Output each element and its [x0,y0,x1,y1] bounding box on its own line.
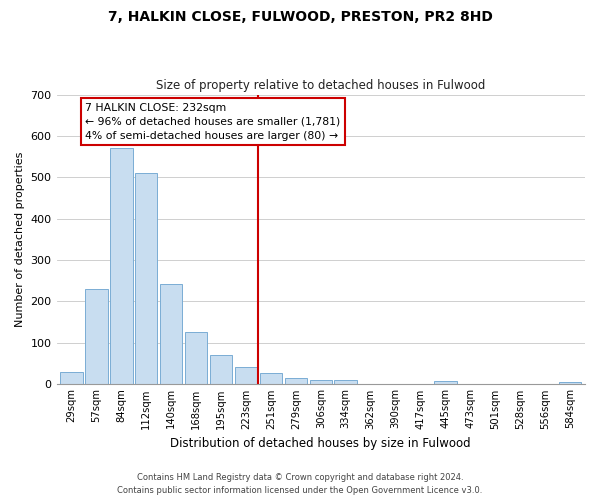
Bar [60,372,83,384]
Title: Size of property relative to detached houses in Fulwood: Size of property relative to detached ho… [156,79,485,92]
Bar [260,374,282,384]
Bar [559,382,581,384]
Bar [210,355,232,384]
Bar [235,367,257,384]
Text: Contains HM Land Registry data © Crown copyright and database right 2024.
Contai: Contains HM Land Registry data © Crown c… [118,474,482,495]
Bar [310,380,332,384]
Bar [110,148,133,384]
Bar [135,173,157,384]
Text: 7, HALKIN CLOSE, FULWOOD, PRESTON, PR2 8HD: 7, HALKIN CLOSE, FULWOOD, PRESTON, PR2 8… [107,10,493,24]
Bar [85,289,107,384]
X-axis label: Distribution of detached houses by size in Fulwood: Distribution of detached houses by size … [170,437,471,450]
Y-axis label: Number of detached properties: Number of detached properties [15,152,25,327]
Bar [284,378,307,384]
Bar [185,332,208,384]
Bar [434,381,457,384]
Bar [160,284,182,384]
Bar [334,380,357,384]
Text: 7 HALKIN CLOSE: 232sqm
← 96% of detached houses are smaller (1,781)
4% of semi-d: 7 HALKIN CLOSE: 232sqm ← 96% of detached… [85,103,340,141]
